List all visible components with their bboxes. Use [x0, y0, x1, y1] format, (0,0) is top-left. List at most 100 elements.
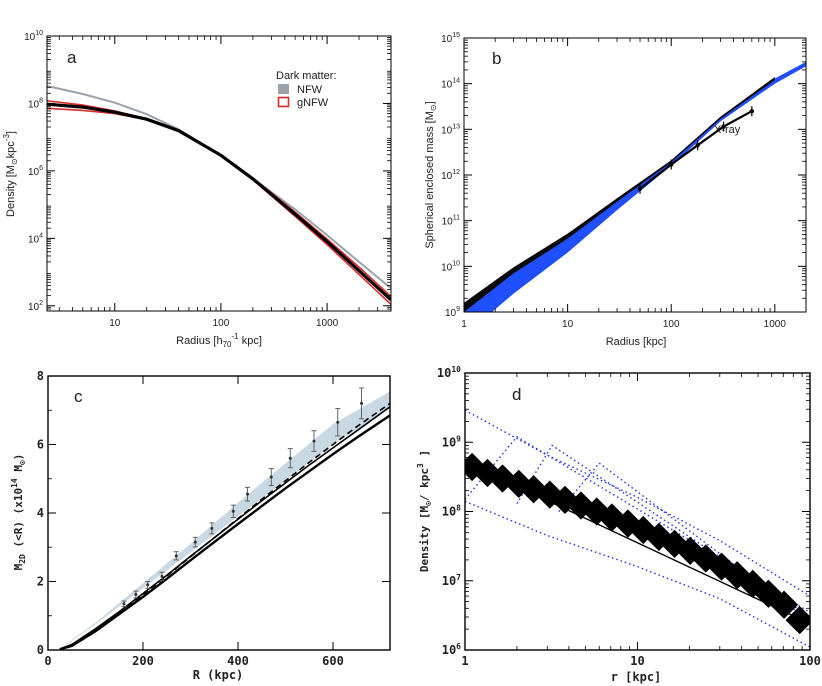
y-tick-label: 106 — [28, 165, 43, 178]
y-tick-label: 6 — [37, 438, 44, 452]
panel-b-x-ticks: 1 10 100 1000 — [461, 38, 807, 330]
y-tick-label: 1011 — [442, 215, 460, 228]
series-line-gnfw — [47, 107, 391, 305]
panel-d: 1 10 100 106 107 108 109 1010 d r [kpc] Densit… — [416, 365, 821, 684]
xray-line — [639, 110, 753, 190]
panel-b-ylabel: Spherical enclosed mass [M⊙] — [424, 101, 438, 248]
panel-b-xlabel: Radius [kpc] — [606, 336, 667, 348]
panel-c-xlabel: R (kpc) — [193, 668, 244, 682]
panel-c-frame — [47, 375, 391, 651]
series-line-2 — [47, 100, 391, 297]
y-tick-label: 1012 — [441, 169, 460, 182]
data-point — [312, 439, 316, 443]
panel-a-lines — [47, 85, 391, 305]
panel-b: 1 10 100 1000 109 1010 1011 1012 1013 1014 1015 b… — [424, 32, 807, 348]
x-tick-label: 400 — [227, 654, 249, 668]
panel-a-y-ticks: 102 104 106 108 1010 — [24, 30, 391, 313]
xray-point — [637, 186, 643, 191]
panel-d-letter: d — [512, 385, 521, 404]
data-point — [336, 420, 340, 424]
y-tick-label: 1015 — [441, 32, 460, 45]
y-tick-label: 2 — [37, 575, 44, 589]
panel-c-ylabel: M2D (<R) (x1014 M⊙) — [10, 454, 27, 571]
xray-point — [695, 142, 700, 148]
panel-a-legend: Dark matter: NFW gNFW — [276, 70, 337, 109]
xray-point — [669, 162, 674, 167]
panel-c-y-ticks: 0 2 4 6 8 — [37, 369, 390, 657]
density-marker — [769, 590, 799, 619]
model-line-solid — [59, 414, 390, 650]
x-tick-label: 0 — [44, 654, 51, 668]
y-tick-label: 109 — [445, 306, 460, 319]
panel-d-y-ticks: 106 107 108 109 1010 — [437, 365, 810, 657]
y-tick-label: 1013 — [441, 123, 460, 136]
x-tick-label: 10 — [562, 319, 574, 330]
panel-a-letter: a — [67, 48, 77, 67]
x-tick-label: 1000 — [316, 318, 339, 329]
data-point — [269, 475, 273, 479]
panel-c-x-ticks: 0 200 400 600 — [44, 376, 344, 668]
legend-nfw-swatch — [278, 84, 289, 94]
series-line-3 — [47, 102, 391, 301]
y-tick-label: 108 — [28, 97, 43, 110]
legend-nfw-label: NFW — [297, 84, 323, 96]
panel-c-content — [59, 387, 390, 650]
y-tick-label: 1010 — [24, 30, 43, 43]
panel-b-y-ticks: 109 1010 1011 1012 1013 1014 1015 — [441, 32, 806, 319]
data-point — [246, 492, 249, 496]
y-tick-label: 4 — [37, 506, 44, 520]
series-line-nfw — [47, 85, 391, 290]
data-point — [174, 554, 178, 558]
panel-c: 0 200 400 600 0 2 4 6 8 c R (kpc) M2D (<R) (x10… — [10, 369, 391, 682]
black-model-band — [464, 77, 775, 312]
panel-c-letter: c — [74, 387, 83, 406]
data-point — [146, 583, 150, 587]
panel-d-ylabel: Density [M⊙/ kpc3 ] — [416, 450, 433, 572]
y-tick-label: 0 — [37, 643, 44, 657]
y-tick-label: 102 — [28, 300, 43, 313]
panel-a-frame — [46, 35, 392, 312]
x-tick-label: 100 — [799, 654, 821, 668]
y-tick-label: 1010 — [441, 260, 460, 273]
blue-model-band — [464, 61, 806, 312]
panel-d-frame — [464, 372, 811, 651]
y-tick-label: 1010 — [437, 365, 461, 380]
y-tick-label: 1014 — [441, 78, 460, 91]
xray-point — [749, 108, 755, 114]
panel-b-content — [464, 61, 806, 312]
data-point — [210, 526, 214, 530]
x-tick-label: 200 — [132, 654, 154, 668]
data-point — [134, 593, 138, 597]
panel-d-content — [465, 409, 810, 648]
x-tick-label: 100 — [663, 319, 680, 330]
data-point — [193, 540, 197, 544]
y-tick-label: 104 — [28, 232, 43, 245]
xray-annotation: X-ray — [714, 124, 741, 136]
x-tick-label: 1 — [461, 319, 467, 330]
panel-b-letter: b — [492, 49, 501, 68]
model-line-dashed — [59, 402, 390, 650]
y-tick-label: 8 — [37, 369, 44, 383]
x-tick-label: 10 — [109, 318, 121, 329]
y-tick-label: 109 — [442, 434, 461, 449]
legend-gnfw-swatch — [277, 96, 290, 108]
panel-a-xlabel: Radius [h70-1 kpc] — [176, 332, 262, 349]
xray-point — [721, 124, 726, 129]
dotted-envelope — [465, 500, 810, 648]
x-tick-label: 1 — [461, 654, 468, 668]
x-tick-label: 10 — [630, 654, 644, 668]
x-tick-label: 1000 — [764, 319, 787, 330]
x-tick-label: 600 — [322, 654, 344, 668]
y-tick-label: 108 — [442, 504, 461, 519]
y-tick-label: 107 — [442, 573, 461, 588]
data-point — [288, 456, 292, 460]
panel-d-xlabel: r [kpc] — [611, 670, 662, 684]
data-point — [231, 509, 235, 513]
legend-title: Dark matter: — [276, 70, 337, 82]
data-point — [360, 401, 363, 405]
data-point — [160, 574, 164, 578]
legend-gnfw-label: gNFW — [297, 97, 329, 109]
panel-a: 10 100 1000 102 104 106 108 1010 a Radius [h70… — [2, 30, 392, 349]
panel-d-x-ticks: 1 10 100 — [461, 373, 821, 668]
